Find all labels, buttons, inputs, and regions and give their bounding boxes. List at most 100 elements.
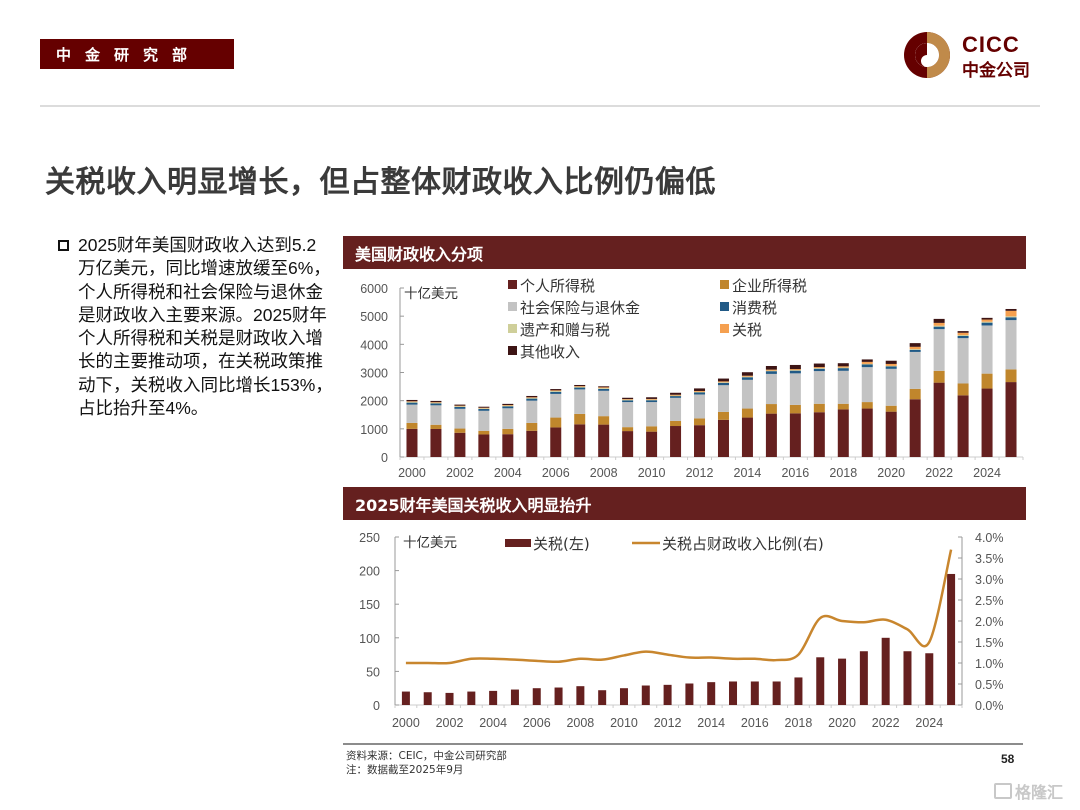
bar-segment bbox=[885, 405, 897, 412]
watermark-text: 格隆汇 bbox=[1015, 783, 1064, 802]
bar-segment bbox=[406, 428, 418, 457]
bar-segment bbox=[574, 386, 586, 387]
bar-segment bbox=[646, 400, 658, 403]
bar-segment bbox=[694, 425, 706, 457]
bar-segment bbox=[454, 404, 466, 406]
bar-segment bbox=[957, 383, 969, 396]
bar-segment bbox=[957, 332, 969, 336]
legend-label: 关税 bbox=[732, 321, 762, 339]
right-tick-label: 1.0% bbox=[975, 657, 1004, 671]
tariff-bar bbox=[707, 682, 716, 705]
x-tick-label: 2014 bbox=[734, 466, 762, 480]
tariff-bar bbox=[598, 690, 607, 705]
bar-segment bbox=[933, 318, 945, 323]
tariff-bar bbox=[467, 691, 476, 705]
bar-segment bbox=[861, 402, 873, 409]
tariff-bar bbox=[641, 685, 650, 705]
bar-segment bbox=[909, 343, 921, 347]
bar-segment bbox=[837, 363, 849, 367]
bar-segment bbox=[717, 381, 729, 383]
bar-segment bbox=[406, 422, 418, 429]
bar-segment bbox=[885, 411, 897, 457]
bar-segment bbox=[574, 384, 586, 387]
bar-segment bbox=[598, 386, 610, 388]
chart1-title: 美国财政收入分项 bbox=[343, 236, 1026, 269]
tariff-bar bbox=[859, 651, 868, 705]
bar-segment bbox=[813, 367, 825, 369]
bar-segment bbox=[454, 405, 466, 407]
bar-segment bbox=[861, 361, 873, 364]
bar-segment bbox=[717, 382, 729, 386]
bar-segment bbox=[622, 400, 634, 403]
bar-segment bbox=[622, 402, 634, 428]
x-tick-label: 2020 bbox=[828, 716, 856, 730]
bar-segment bbox=[430, 402, 442, 403]
x-tick-label: 2000 bbox=[398, 466, 426, 480]
bar-segment bbox=[789, 404, 801, 414]
bar-segment bbox=[813, 363, 825, 368]
bar-segment bbox=[646, 397, 658, 399]
bar-segment bbox=[694, 394, 706, 419]
bar-segment bbox=[981, 321, 993, 323]
x-tick-label: 2006 bbox=[523, 716, 551, 730]
logo-text-cn: 中金公司 bbox=[962, 61, 1030, 81]
bar-segment bbox=[957, 335, 969, 339]
note-text: 注：数据截至2025年9月 bbox=[346, 764, 464, 776]
bar-segment bbox=[1005, 308, 1017, 311]
tariff-bar bbox=[903, 651, 912, 705]
bar-segment bbox=[550, 393, 562, 418]
left-tick-label: 150 bbox=[359, 598, 380, 612]
bar-segment bbox=[550, 427, 562, 457]
bar-segment bbox=[670, 395, 682, 397]
right-tick-label: 3.5% bbox=[975, 552, 1004, 566]
bar-segment bbox=[813, 403, 825, 413]
bar-segment bbox=[454, 428, 466, 433]
bar-segment bbox=[550, 390, 562, 392]
logo-text-en: CICC bbox=[962, 32, 1020, 57]
tariff-bar bbox=[794, 677, 803, 705]
tariff-bar bbox=[881, 637, 890, 705]
bar-segment bbox=[909, 388, 921, 400]
legend-swatch bbox=[508, 302, 517, 311]
left-tick-label: 200 bbox=[359, 565, 380, 579]
bar-segment bbox=[526, 400, 538, 423]
bar-segment bbox=[478, 406, 490, 408]
bar-segment bbox=[406, 399, 418, 402]
bar-segment bbox=[598, 388, 610, 389]
bar-segment bbox=[837, 366, 849, 368]
bar-segment bbox=[646, 398, 658, 400]
bar-segment bbox=[694, 388, 706, 391]
bar-segment bbox=[957, 395, 969, 457]
bar-segment bbox=[717, 419, 729, 457]
tariff-bar bbox=[489, 690, 498, 705]
left-tick-label: 0 bbox=[373, 699, 380, 713]
bar-segment bbox=[837, 403, 849, 410]
x-tick-label: 2006 bbox=[542, 466, 570, 480]
tariff-bar bbox=[576, 686, 585, 705]
bar-segment bbox=[909, 346, 921, 350]
bar-segment bbox=[885, 360, 897, 364]
bar-segment bbox=[478, 407, 490, 409]
tariff-bar bbox=[925, 653, 934, 705]
bar-segment bbox=[957, 338, 969, 384]
bar-segment bbox=[981, 373, 993, 389]
bar-segment bbox=[1005, 310, 1017, 317]
bar-segment bbox=[478, 408, 490, 411]
page-title: 关税收入明显增长，但占整体财政收入比例仍偏低 bbox=[45, 165, 716, 200]
right-tick-label: 3.0% bbox=[975, 573, 1004, 587]
department-tag: 中金研究部 bbox=[40, 39, 234, 69]
bar-segment bbox=[430, 402, 442, 404]
legend-swatch bbox=[508, 346, 517, 355]
x-tick-label: 2004 bbox=[494, 466, 522, 480]
bar-segment bbox=[478, 434, 490, 457]
bar-segment bbox=[861, 359, 873, 362]
x-tick-label: 2002 bbox=[436, 716, 464, 730]
bar-segment bbox=[430, 403, 442, 406]
bar-segment bbox=[670, 420, 682, 427]
bar-segment bbox=[1005, 320, 1017, 370]
x-tick-label: 2012 bbox=[686, 466, 714, 480]
tariff-bar bbox=[947, 573, 956, 705]
bar-segment bbox=[957, 331, 969, 333]
bar-segment bbox=[574, 424, 586, 457]
bar-segment bbox=[933, 325, 945, 327]
